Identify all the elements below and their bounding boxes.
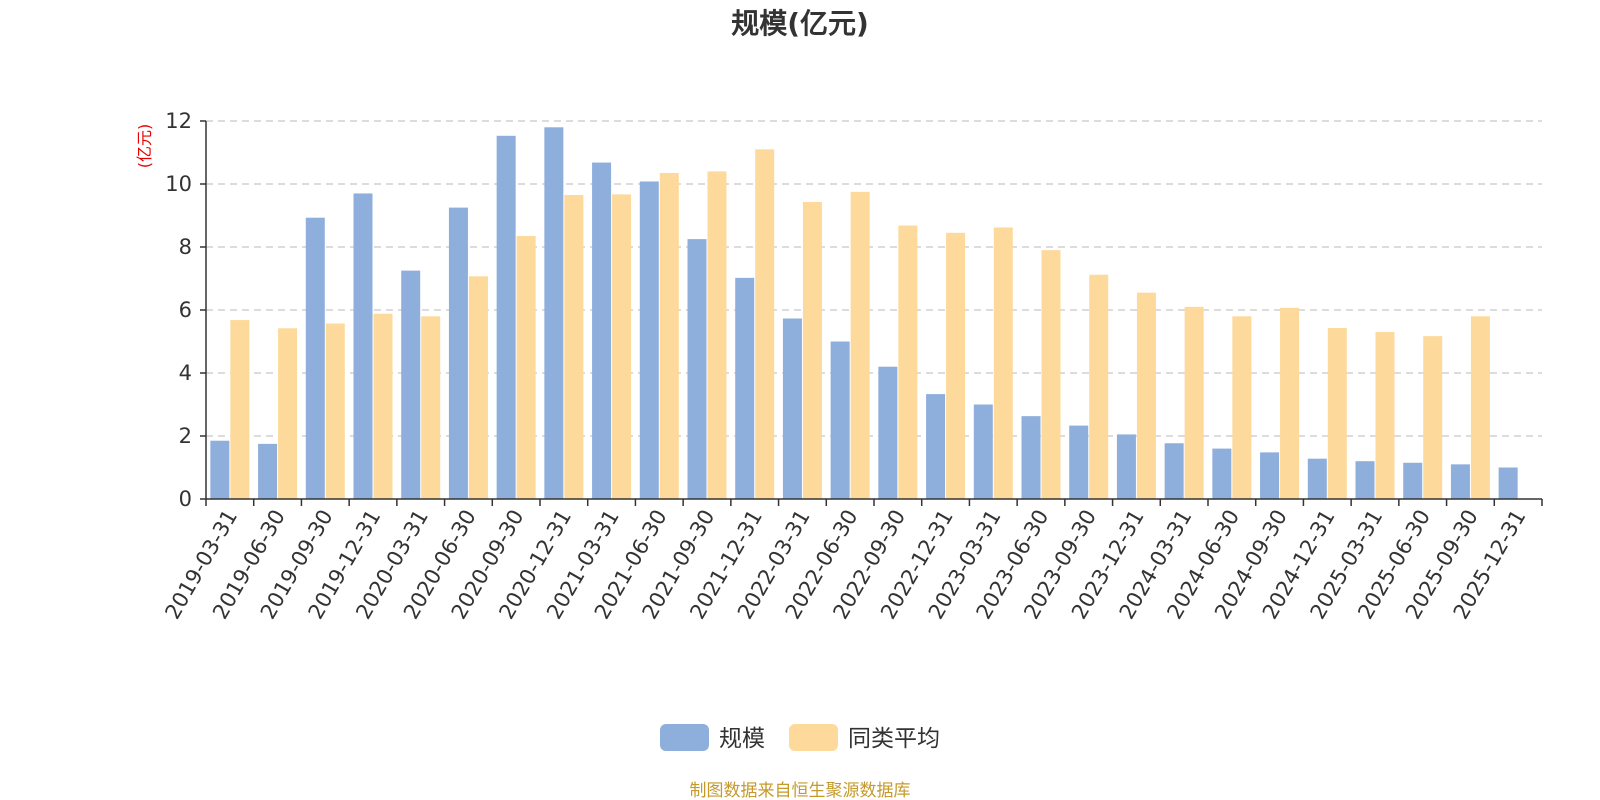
bar-peer-average [1041, 250, 1061, 499]
y-tick-label: 12 [165, 109, 192, 133]
bar-peer-average [707, 171, 727, 499]
bar-peer-average [1280, 307, 1300, 499]
data-source-note: 制图数据来自恒生聚源数据库 [690, 781, 911, 800]
bar-peer-average [1184, 306, 1204, 499]
bar-scale [1498, 467, 1518, 499]
bar-peer-average [802, 201, 822, 499]
bar-peer-average [1327, 327, 1347, 499]
bar-scale [1021, 416, 1041, 499]
bar-scale [544, 127, 564, 500]
bars [210, 127, 1518, 500]
y-tick-label: 4 [179, 361, 192, 385]
bar-peer-average [993, 227, 1013, 499]
axes [200, 120, 1543, 506]
bar-peer-average [850, 191, 870, 499]
bar-peer-average [659, 172, 679, 499]
bar-scale [401, 270, 421, 499]
bar-scale [592, 162, 612, 499]
bar-peer-average [1375, 332, 1395, 499]
bar-peer-average [898, 225, 918, 499]
bar-peer-average [230, 320, 250, 499]
bar-peer-average [516, 235, 536, 499]
bar-scale [258, 443, 278, 499]
legend-label-peer-average: 同类平均 [848, 726, 940, 752]
bar-scale [448, 207, 468, 499]
bar-scale [782, 318, 802, 499]
bar-peer-average [1470, 316, 1490, 499]
bar-peer-average [564, 195, 584, 499]
bar-scale [210, 440, 230, 499]
bar-scale [1260, 452, 1280, 499]
bar-scale [687, 239, 707, 499]
bar-peer-average [421, 316, 441, 499]
bar-peer-average [755, 149, 775, 499]
bar-peer-average [278, 328, 298, 499]
bar-peer-average [1423, 336, 1443, 499]
y-tick-label: 6 [179, 298, 192, 322]
bar-scale [1069, 425, 1089, 499]
bar-scale [878, 366, 898, 499]
y-tick-label: 2 [179, 424, 192, 448]
bar-scale [1212, 448, 1232, 499]
legend-swatch-scale [660, 724, 709, 751]
bar-peer-average [946, 232, 966, 499]
bar-scale [1450, 464, 1470, 499]
bar-peer-average [1136, 292, 1156, 499]
x-tick-labels: 2019-03-312019-06-302019-09-302019-12-31… [160, 506, 1530, 624]
y-axis-unit: (亿元) [135, 124, 154, 169]
chart-title: 规模(亿元) [731, 7, 869, 40]
bar-scale [973, 404, 993, 499]
bar-peer-average [1089, 274, 1109, 499]
bar-peer-average [325, 323, 345, 499]
y-tick-label: 10 [165, 172, 192, 196]
bar-scale [639, 181, 659, 500]
y-tick-label: 0 [179, 487, 192, 511]
y-tick-label: 8 [179, 235, 192, 259]
bar-peer-average [468, 276, 488, 499]
bar-peer-average [612, 194, 632, 499]
bar-scale [1403, 462, 1423, 499]
bar-scale [305, 217, 325, 499]
y-tick-labels: 0 2 4 6 8 10 12 [165, 109, 192, 511]
bar-scale [1307, 458, 1327, 499]
bar-peer-average [373, 313, 393, 499]
bar-peer-average [1232, 316, 1252, 499]
legend-swatch-peer-average [789, 724, 838, 751]
legend-label-scale: 规模 [719, 726, 765, 752]
bar-scale [926, 394, 946, 499]
bar-scale [1355, 461, 1375, 499]
bar-scale [1116, 434, 1136, 499]
bar-scale [353, 193, 373, 499]
bar-scale [496, 135, 516, 499]
legend: 规模 同类平均 [660, 724, 940, 752]
bar-scale [735, 277, 755, 499]
bar-scale [830, 341, 850, 499]
bar-scale [1164, 443, 1184, 499]
